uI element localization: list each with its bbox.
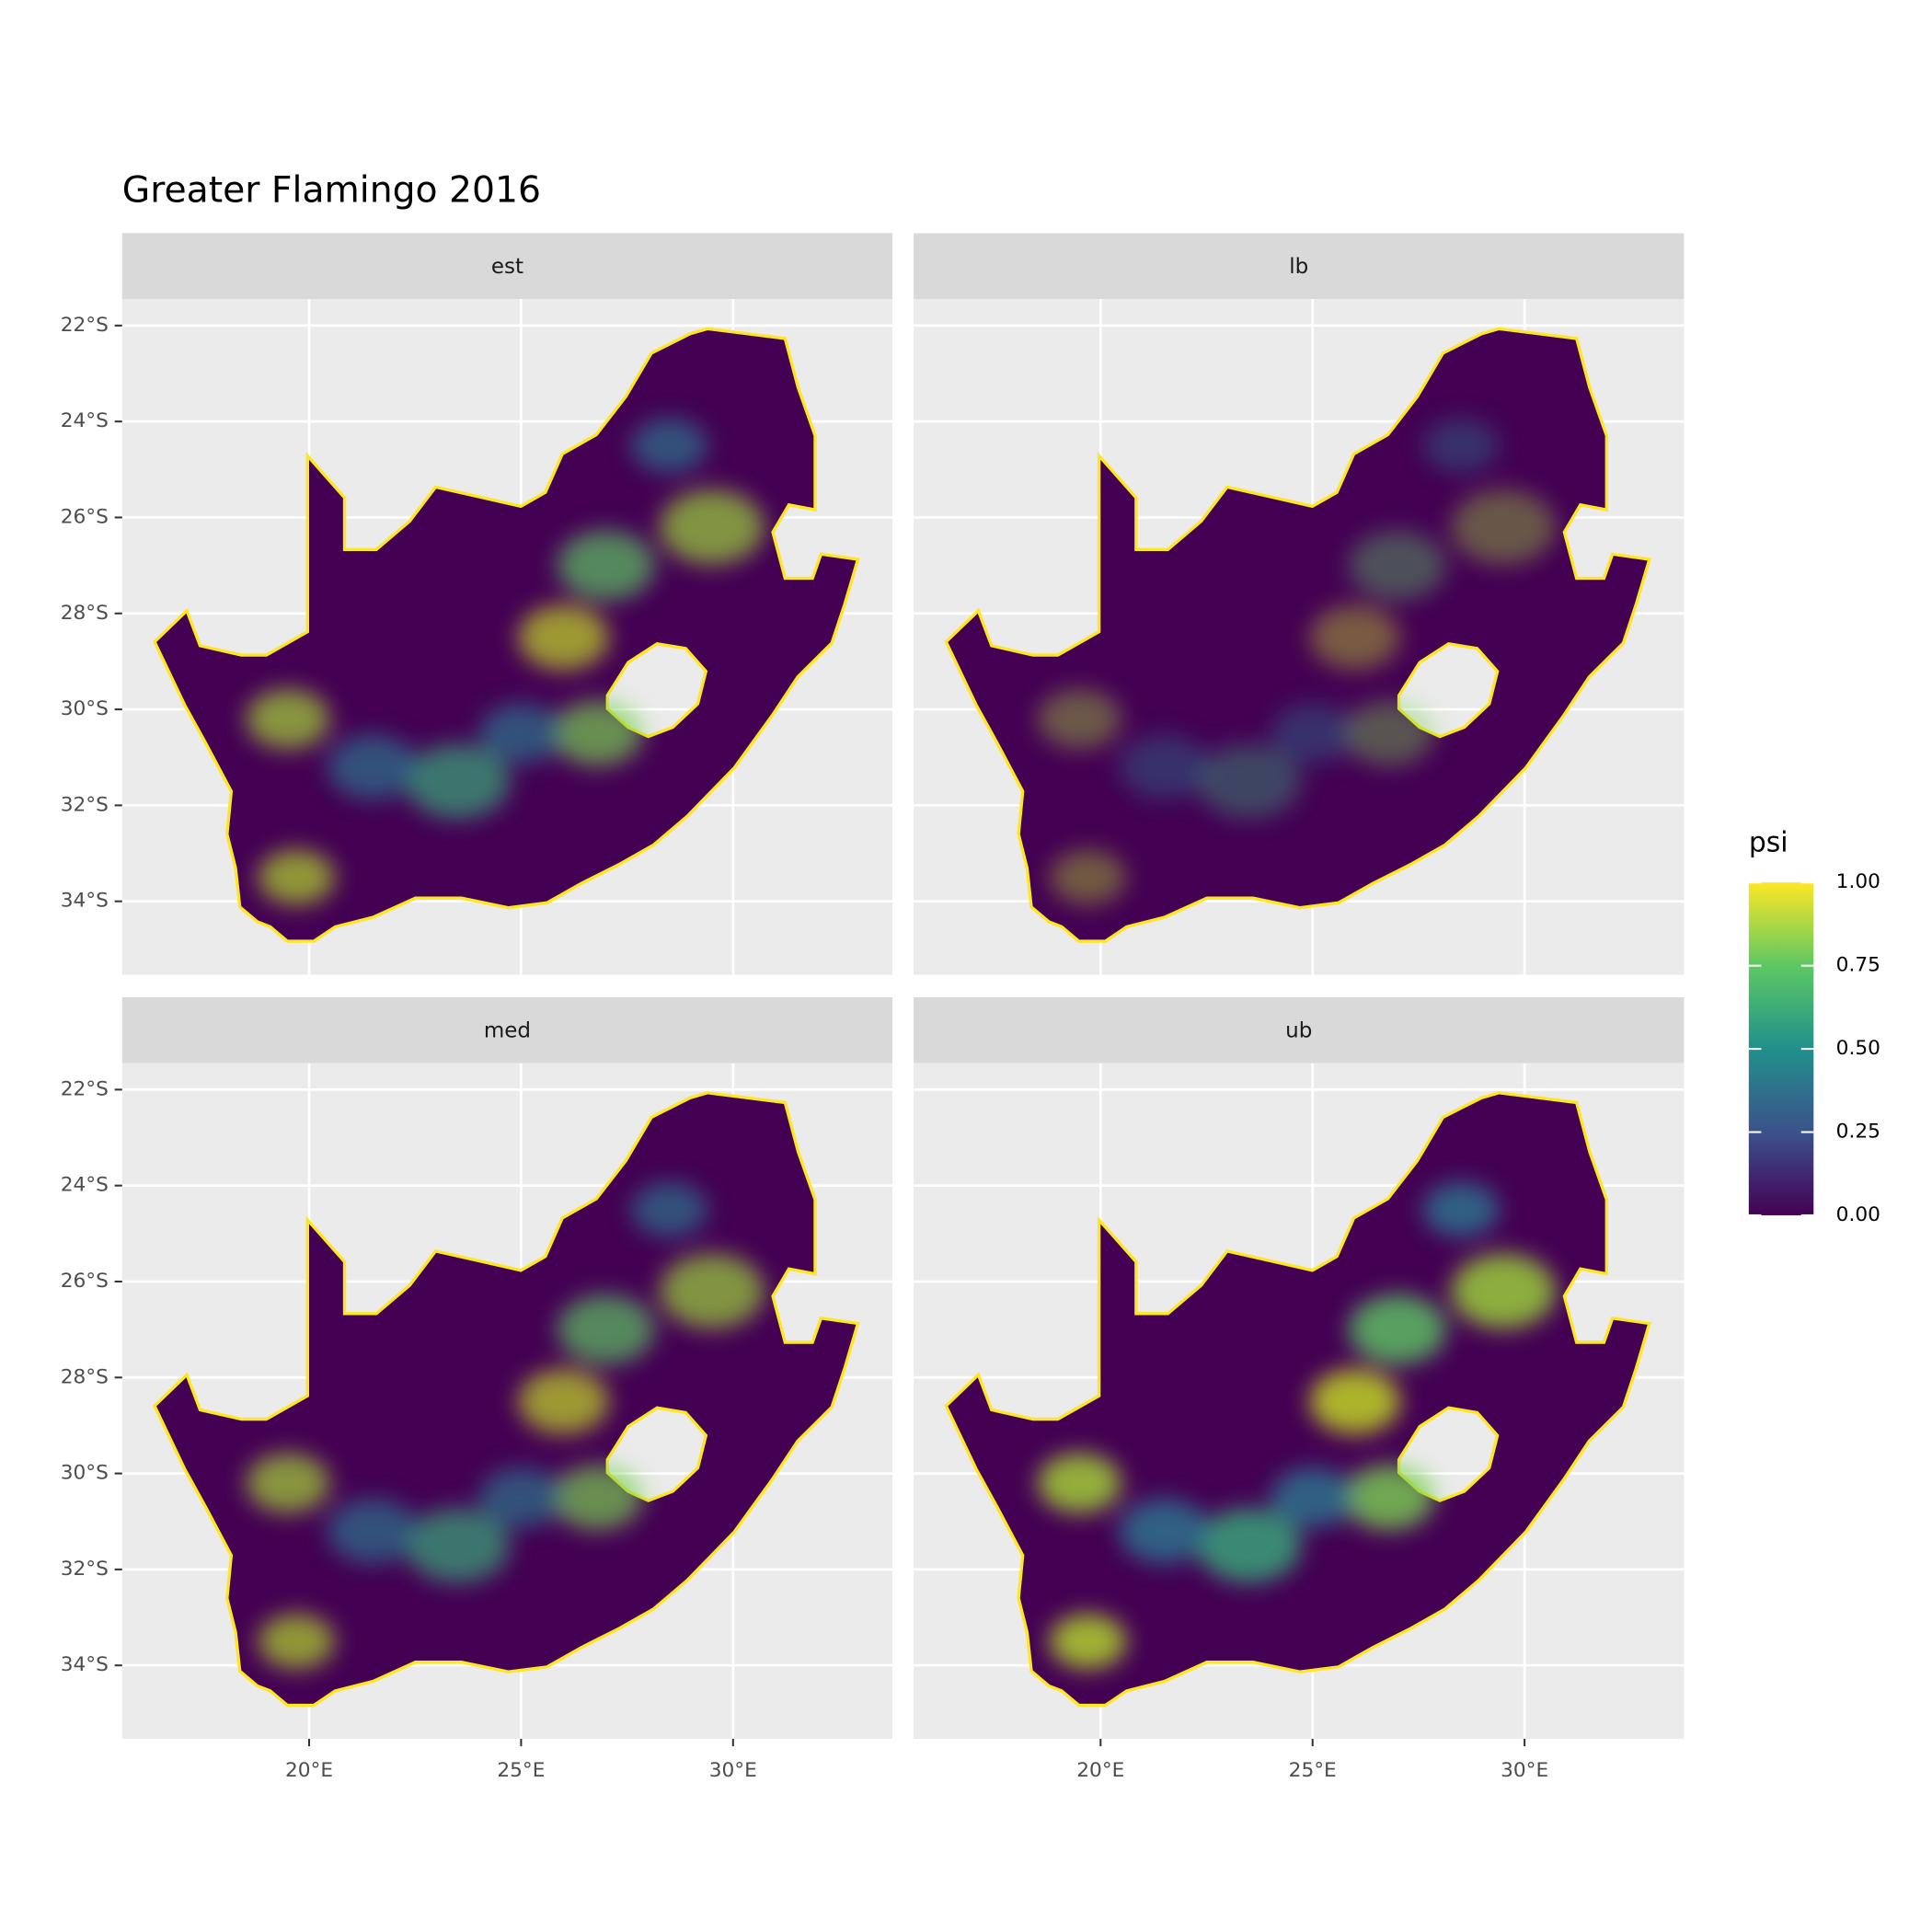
map-hotspot bbox=[1451, 1253, 1556, 1329]
map-hotspot bbox=[552, 700, 643, 766]
map-hotspot bbox=[518, 1369, 609, 1434]
map-intensity bbox=[1037, 418, 1556, 905]
map-hotspot bbox=[659, 1253, 765, 1329]
map-hotspot bbox=[1037, 1453, 1121, 1513]
map-hotspot bbox=[659, 489, 765, 565]
map-hotspot bbox=[1049, 1614, 1127, 1669]
map-hotspot bbox=[258, 849, 335, 905]
strip bbox=[121, 233, 893, 300]
map-hotspot bbox=[1348, 530, 1446, 601]
map-hotspot bbox=[1119, 1498, 1210, 1564]
chart-title: Greater Flamingo 2016 bbox=[122, 169, 541, 211]
map-area bbox=[156, 330, 857, 940]
strip bbox=[914, 996, 1685, 1064]
legend-label: 0.75 bbox=[1836, 954, 1880, 977]
strip bbox=[121, 996, 893, 1064]
y-tick-label: 22°S bbox=[61, 314, 109, 337]
y-tick-label: 30°S bbox=[61, 697, 109, 720]
map-intensity bbox=[246, 418, 765, 905]
map-hotspot bbox=[1309, 604, 1401, 671]
x-tick-label: 25°E bbox=[497, 1759, 545, 1782]
map-hotspot bbox=[1451, 489, 1556, 565]
strip bbox=[914, 233, 1685, 300]
y-tick-label: 26°S bbox=[61, 1270, 109, 1293]
map-hotspot bbox=[630, 1181, 708, 1237]
map-area bbox=[948, 330, 1648, 940]
map-hotspot bbox=[478, 703, 563, 764]
map-area bbox=[156, 1094, 857, 1704]
x-tick-label: 30°E bbox=[1501, 1759, 1548, 1782]
strip-label: lb bbox=[1289, 255, 1308, 279]
map-hotspot bbox=[1422, 418, 1500, 474]
map-intensity bbox=[1037, 1181, 1556, 1669]
legend-label: 1.00 bbox=[1836, 870, 1880, 893]
map-hotspot bbox=[327, 1498, 419, 1564]
map-hotspot bbox=[405, 1508, 511, 1583]
map-hotspot bbox=[1271, 1467, 1355, 1528]
y-tick-label: 30°S bbox=[61, 1462, 109, 1485]
map-hotspot bbox=[552, 1465, 643, 1530]
map-hotspot bbox=[518, 604, 609, 671]
x-tick-label: 20°E bbox=[1076, 1759, 1124, 1782]
y-tick-label: 28°S bbox=[61, 1365, 109, 1388]
y-tick-label: 28°S bbox=[61, 602, 109, 625]
x-tick-label: 30°E bbox=[709, 1759, 757, 1782]
strip-label: ub bbox=[1285, 1019, 1312, 1043]
map-hotspot bbox=[1343, 700, 1434, 766]
map-hotspot bbox=[1196, 1508, 1302, 1583]
map-hotspot bbox=[405, 743, 511, 819]
map-hotspot bbox=[246, 1453, 330, 1513]
map-hotspot bbox=[1348, 1294, 1446, 1365]
y-tick-label: 34°S bbox=[61, 1653, 109, 1676]
map-hotspot bbox=[327, 734, 419, 799]
map-hotspot bbox=[1119, 734, 1210, 799]
legend-label: 0.50 bbox=[1836, 1037, 1880, 1060]
y-tick-label: 32°S bbox=[61, 1558, 109, 1581]
map-hotspot bbox=[557, 530, 655, 601]
map-hotspot bbox=[246, 688, 330, 750]
map-intensity bbox=[246, 1181, 765, 1669]
strip-label: med bbox=[484, 1019, 531, 1043]
map-hotspot bbox=[478, 1467, 563, 1528]
strip-label: est bbox=[491, 255, 523, 279]
legend-label: 0.00 bbox=[1836, 1203, 1880, 1226]
y-tick-label: 26°S bbox=[61, 505, 109, 528]
map-hotspot bbox=[1049, 849, 1127, 905]
y-tick-label: 34°S bbox=[61, 890, 109, 913]
map-hotspot bbox=[557, 1294, 655, 1365]
y-tick-label: 24°S bbox=[61, 409, 109, 432]
map-area bbox=[948, 1094, 1648, 1704]
map-hotspot bbox=[630, 418, 708, 474]
map-hotspot bbox=[1196, 743, 1302, 819]
y-tick-label: 32°S bbox=[61, 793, 109, 816]
map-hotspot bbox=[258, 1614, 335, 1669]
map-hotspot bbox=[1037, 688, 1121, 750]
y-tick-label: 24°S bbox=[61, 1174, 109, 1197]
map-hotspot bbox=[1422, 1181, 1500, 1237]
x-tick-label: 20°E bbox=[285, 1759, 333, 1782]
map-hotspot bbox=[1309, 1369, 1401, 1434]
map-hotspot bbox=[1343, 1465, 1434, 1530]
x-tick-label: 25°E bbox=[1289, 1759, 1337, 1782]
legend-label: 0.25 bbox=[1836, 1121, 1880, 1144]
map-hotspot bbox=[1271, 703, 1355, 764]
legend-title: psi bbox=[1749, 827, 1788, 859]
y-tick-label: 22°S bbox=[61, 1077, 109, 1100]
